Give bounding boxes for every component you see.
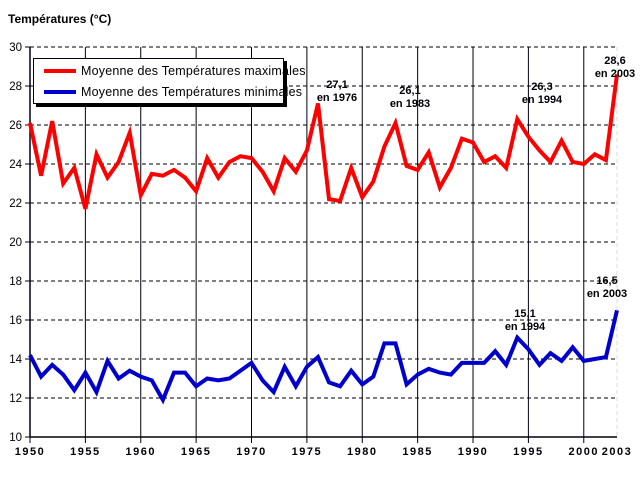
legend-item-min: Moyenne des Températures minimales (44, 84, 302, 100)
x-tick-label-1950: 1950 (15, 446, 45, 458)
y-tick-label-26: 26 (9, 120, 22, 132)
y-tick-label-10: 10 (9, 432, 22, 444)
x-tick-label-2000: 2000 (569, 446, 599, 458)
chart-legend: Moyenne des Températures maximales Moyen… (33, 58, 306, 104)
record-annotation-en-2003: 16,5 en 2003 (587, 275, 627, 300)
record-annotation-en-1983: 26,1 en 1983 (390, 85, 430, 110)
y-tick-label-22: 22 (9, 198, 22, 210)
y-tick-label-20: 20 (9, 237, 22, 249)
record-annotation-en-2003: 28,6 en 2003 (595, 55, 635, 80)
legend-item-max: Moyenne des Températures maximales (44, 63, 306, 79)
x-tick-label-1990: 1990 (458, 446, 488, 458)
max-temperature-line (28, 74, 619, 210)
legend-label-max: Moyenne des Températures maximales (81, 63, 306, 78)
min-temp-line-swatch (44, 89, 76, 94)
y-tick-label-28: 28 (9, 81, 22, 93)
x-tick-label-1960: 1960 (126, 446, 156, 458)
y-tick-label-24: 24 (9, 159, 22, 171)
x-tick-label-1980: 1980 (347, 446, 377, 458)
legend-label-min: Moyenne des Températures minimales (81, 84, 303, 99)
record-annotation-en-1994: 26,3 en 1994 (522, 81, 563, 106)
y-tick-label-18: 18 (9, 276, 22, 288)
y-tick-label-12: 12 (9, 393, 22, 405)
record-annotation-en-1994: 15,1 en 1994 (505, 308, 546, 333)
y-tick-label-14: 14 (9, 354, 22, 366)
max-temp-line-swatch (44, 68, 76, 73)
x-tick-label-1985: 1985 (402, 446, 432, 458)
x-tick-label-1970: 1970 (236, 446, 266, 458)
record-annotation-en-1976: 27,1 en 1976 (317, 79, 357, 104)
x-tick-label-1995: 1995 (513, 446, 543, 458)
x-tick-label-1965: 1965 (181, 446, 211, 458)
min-temperature-line (28, 309, 619, 405)
y-tick-label-30: 30 (9, 42, 22, 54)
chart-title: Températures (°C) (8, 12, 112, 26)
x-tick-label-1975: 1975 (292, 446, 322, 458)
y-tick-label-16: 16 (9, 315, 22, 327)
x-tick-label-1955: 1955 (70, 446, 100, 458)
x-tick-label-2003: 2003 (602, 446, 632, 458)
